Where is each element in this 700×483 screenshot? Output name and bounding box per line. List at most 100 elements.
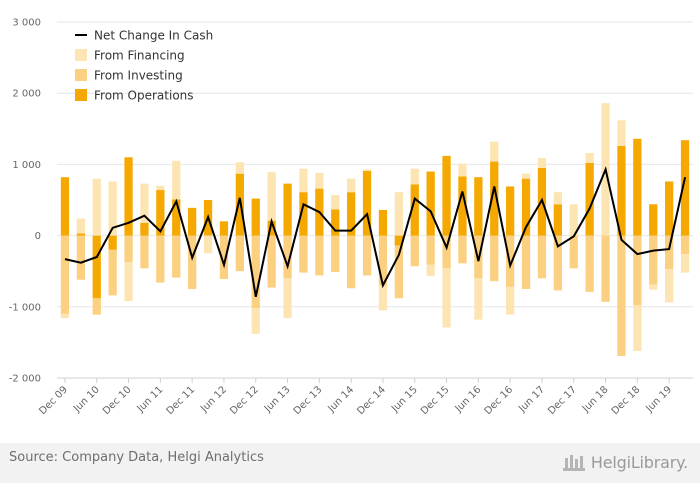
legend-item-from-financing[interactable]: From Financing	[75, 49, 185, 63]
bar-from-operations	[442, 155, 451, 236]
bar-from-investing	[553, 235, 562, 291]
legend-item-net-change-in-cash[interactable]: Net Change In Cash	[75, 29, 213, 43]
bar-from-investing	[458, 235, 467, 264]
bar-from-operations	[140, 222, 149, 236]
bar-from-investing	[569, 235, 578, 269]
bar-from-operations	[124, 157, 133, 236]
bar-from-financing	[156, 185, 165, 191]
bar-from-financing	[521, 173, 531, 179]
bar-from-investing	[108, 249, 117, 296]
bar-from-operations	[394, 235, 403, 246]
bar-from-operations	[458, 176, 467, 236]
bar-from-financing	[410, 168, 419, 185]
legend-label: From Financing	[94, 49, 185, 63]
bar-from-financing	[506, 286, 515, 315]
bar-from-investing	[251, 235, 260, 309]
bar-from-financing	[649, 284, 658, 290]
x-tick-label: Dec 11	[165, 384, 198, 417]
bar-from-operations	[347, 192, 356, 236]
bar-from-operations	[474, 177, 483, 236]
bar-from-investing	[426, 235, 435, 265]
bar-from-investing	[378, 235, 388, 286]
y-tick-label: -2 000	[9, 374, 41, 385]
bar-from-financing	[569, 204, 578, 236]
bar-from-operations	[299, 192, 308, 236]
bar-from-investing	[188, 235, 197, 289]
bar-from-operations	[426, 171, 435, 236]
bar-from-financing	[60, 313, 70, 319]
bar-from-operations	[108, 235, 117, 250]
x-tick-label: Dec 17	[546, 384, 579, 417]
bar-from-operations	[521, 178, 531, 236]
bar-from-investing	[490, 235, 499, 282]
legend: Net Change In Cash From Financing From Inv…	[75, 29, 213, 103]
bar-from-financing	[235, 162, 244, 174]
bar-from-financing	[283, 278, 292, 319]
bar-from-investing	[140, 235, 149, 269]
legend-swatch	[75, 49, 87, 61]
legend-item-from-investing[interactable]: From Investing	[75, 69, 183, 83]
bar-from-financing	[315, 172, 324, 189]
net-change-line	[64, 166, 687, 298]
x-tick-label: Dec 14	[355, 384, 388, 417]
x-tick-label: Dec 09	[37, 384, 70, 417]
bar-from-investing	[521, 235, 531, 289]
bar-from-operations	[506, 186, 515, 236]
bar-from-operations	[235, 173, 244, 236]
bar-from-investing	[347, 235, 356, 289]
legend-label: Net Change In Cash	[94, 29, 213, 43]
bar-from-financing	[172, 160, 181, 200]
x-tick-label: Jun 14	[325, 384, 356, 415]
x-tick-label: Jun 15	[389, 384, 420, 415]
bar-from-investing	[617, 235, 626, 356]
bar-from-financing	[633, 305, 642, 351]
y-tick-label: 3 000	[12, 18, 41, 29]
bar-from-investing	[299, 235, 308, 273]
bar-from-financing	[394, 192, 403, 236]
bar-from-investing	[410, 235, 419, 267]
bar-from-investing	[235, 235, 244, 272]
bar-from-operations	[283, 183, 292, 236]
bar-from-financing	[251, 308, 260, 334]
x-axis-labels: Dec 09 Jun 10 Dec 10 Jun 11 Dec 11 Jun 12 Dec …	[37, 377, 693, 417]
bar-from-operations	[680, 140, 690, 236]
footer: Source: Company Data, Helgi Analytics He…	[0, 443, 700, 483]
bar-from-operations	[585, 162, 594, 236]
x-tick-label: Dec 13	[292, 384, 325, 417]
bar-from-financing	[617, 120, 626, 146]
x-tick-label: Dec 10	[101, 384, 134, 417]
y-tick-label: 0	[35, 231, 41, 242]
bar-from-investing	[156, 235, 165, 283]
x-tick-label: Jun 10	[71, 384, 102, 415]
bar-from-investing	[601, 235, 610, 302]
bar-from-operations	[156, 190, 165, 236]
bar-from-financing	[458, 163, 467, 177]
bar-from-operations	[219, 221, 229, 236]
bar-from-financing	[553, 192, 562, 205]
x-tick-label: Jun 12	[198, 384, 229, 415]
bar-from-operations	[378, 209, 388, 236]
bar-from-operations	[362, 170, 372, 236]
bar-from-financing	[124, 261, 133, 302]
bar-from-financing	[108, 181, 117, 236]
x-tick-label: Jun 18	[580, 384, 611, 415]
bar-from-financing	[347, 178, 356, 193]
bar-from-operations	[553, 204, 562, 236]
bar-from-operations	[665, 181, 674, 236]
bar-from-financing	[140, 183, 149, 223]
bar-from-investing	[442, 235, 451, 269]
legend-item-from-operations[interactable]: From Operations	[75, 89, 194, 103]
bar-from-financing	[474, 278, 483, 320]
y-tick-label: 2 000	[12, 89, 41, 100]
bar-from-investing	[267, 235, 276, 288]
bar-from-investing	[680, 235, 690, 255]
bar-from-financing	[76, 218, 85, 234]
bar-from-investing	[585, 235, 594, 292]
bar-from-investing	[362, 235, 372, 276]
library-logo-icon	[562, 455, 585, 471]
bar-from-financing	[680, 254, 690, 273]
bar-from-operations	[172, 199, 181, 236]
brand[interactable]: HelgiLibrary.	[561, 449, 688, 475]
net-change-in-cash-line	[64, 166, 687, 298]
